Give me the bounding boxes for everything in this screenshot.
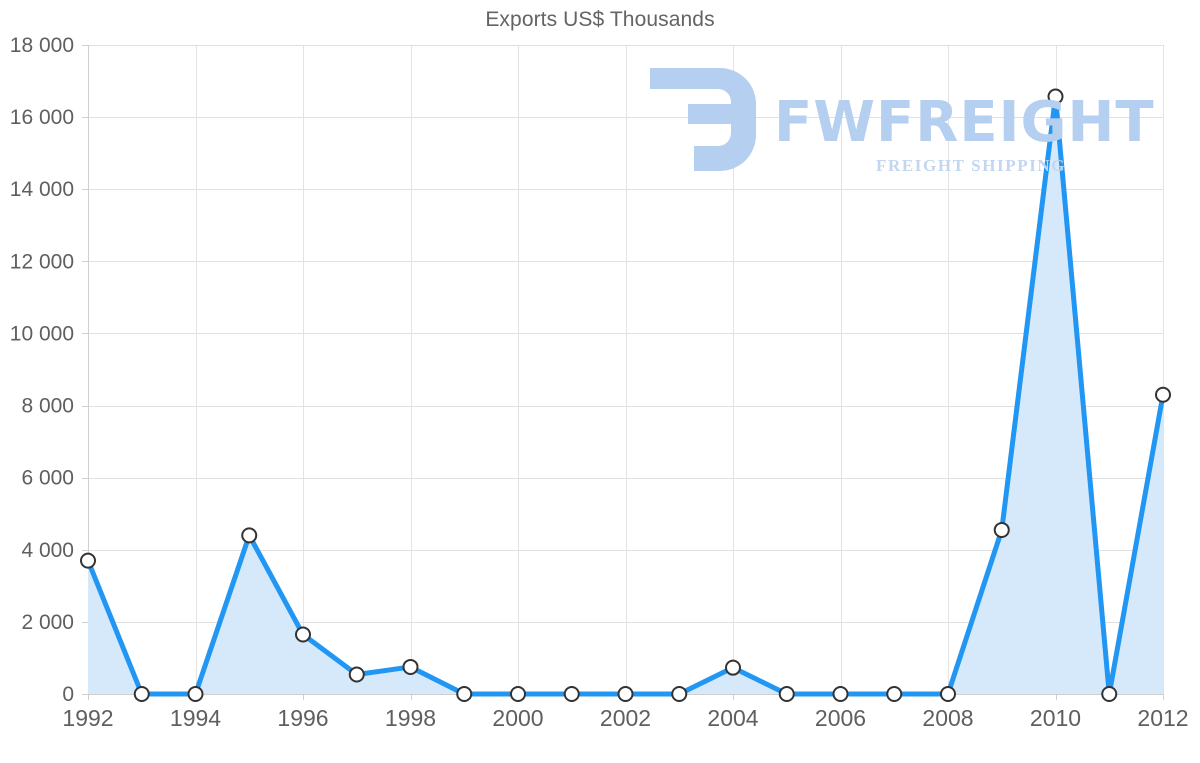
y-axis-tick-label: 0 <box>62 683 74 706</box>
x-axis-tick-label: 2010 <box>1030 705 1081 731</box>
y-axis-tick-labels: 0 2 000 4 000 6 000 8 000 10 000 12 000 14 000 1… <box>10 34 74 706</box>
x-axis-tick-label: 2000 <box>492 705 543 731</box>
x-axis-tick-label: 2008 <box>922 705 973 731</box>
x-axis-tick-label: 2006 <box>815 705 866 731</box>
series-markers <box>80 88 1171 702</box>
y-axis-tick-label: 2 000 <box>21 611 74 634</box>
x-axis-tick-label: 1996 <box>277 705 328 731</box>
x-axis-tick-label: 1992 <box>62 705 113 731</box>
series-area <box>88 96 1163 694</box>
x-axis-tick-label: 2012 <box>1137 705 1188 731</box>
y-axis-tick-label: 12 000 <box>10 250 74 273</box>
y-axis-tick-label: 10 000 <box>10 322 74 345</box>
x-axis-tick-label: 2004 <box>707 705 758 731</box>
y-axis-tick-label: 6 000 <box>21 467 74 490</box>
y-axis-tick-label: 16 000 <box>10 106 74 129</box>
x-axis-tick-label: 2002 <box>600 705 651 731</box>
x-axis-tick-label: 1994 <box>170 705 221 731</box>
x-axis-tick-label: 1998 <box>385 705 436 731</box>
y-axis-tick-label: 14 000 <box>10 178 74 201</box>
x-axis-tick-labels: 1992 1994 1996 1998 2000 2002 2004 2006 2008 2010… <box>62 705 1188 731</box>
y-axis-tick-label: 18 000 <box>10 34 74 57</box>
y-axis-tick-label: 4 000 <box>21 539 74 562</box>
y-axis-tick-label: 8 000 <box>21 395 74 418</box>
chart-title: Exports US$ Thousands <box>485 8 715 31</box>
